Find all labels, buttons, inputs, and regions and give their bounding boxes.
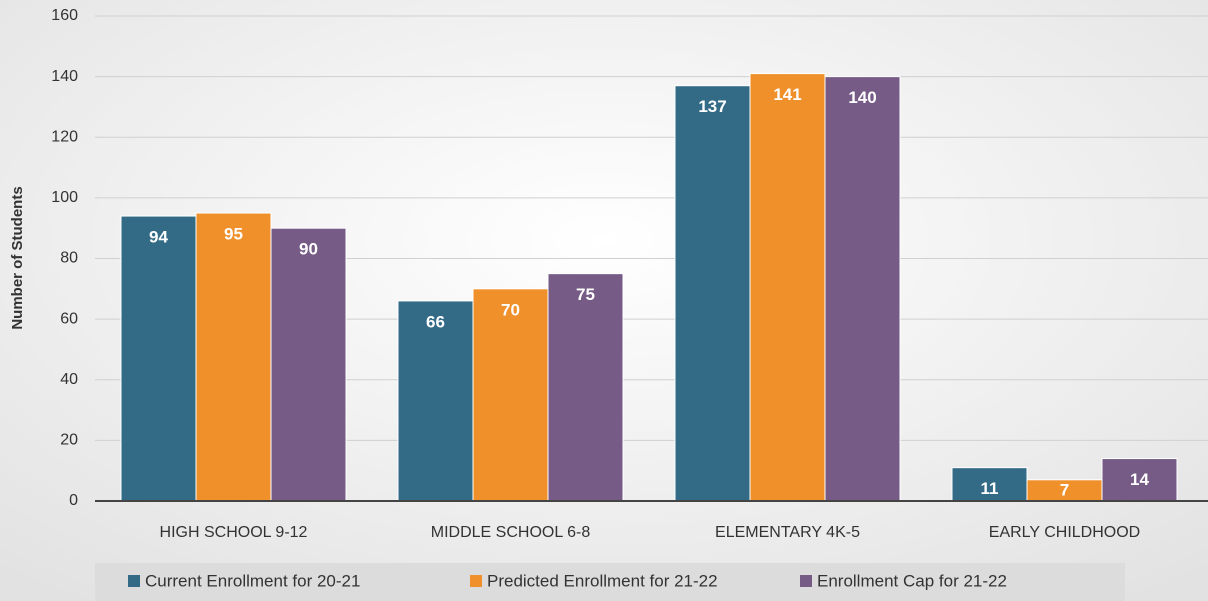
- y-tick-label: 120: [51, 128, 78, 145]
- bar: [749, 73, 826, 502]
- data-label: 70: [501, 300, 520, 319]
- bar: [1101, 458, 1178, 502]
- legend-swatch: [800, 575, 812, 587]
- data-label: 7: [1060, 480, 1069, 499]
- y-tick-label: 160: [51, 7, 78, 24]
- y-tick-label: 100: [51, 189, 78, 206]
- bar: [472, 288, 549, 502]
- legend-label: Enrollment Cap for 21-22: [817, 571, 1007, 590]
- bar: [195, 212, 272, 502]
- x-tick-label: EARLY CHILDHOOD: [989, 524, 1140, 541]
- data-label: 94: [149, 228, 168, 247]
- x-tick-label: MIDDLE SCHOOL 6-8: [431, 524, 591, 541]
- y-tick-label: 60: [60, 310, 78, 327]
- bar: [397, 300, 474, 502]
- data-label: 137: [698, 97, 726, 116]
- y-tick-label: 0: [69, 492, 78, 509]
- data-label: 141: [773, 85, 801, 104]
- data-label: 66: [426, 312, 445, 331]
- bar: [270, 227, 347, 502]
- legend-label: Current Enrollment for 20-21: [145, 571, 360, 590]
- data-label: 11: [981, 479, 999, 498]
- legend-label: Predicted Enrollment for 21-22: [487, 571, 718, 590]
- legend-swatch: [128, 575, 140, 587]
- y-tick-label: 80: [60, 250, 78, 267]
- data-label: 14: [1130, 470, 1149, 489]
- y-tick-label: 140: [51, 68, 78, 85]
- x-tick-label: HIGH SCHOOL 9-12: [160, 524, 308, 541]
- y-tick-label: 20: [60, 432, 78, 449]
- bar: [674, 85, 751, 502]
- legend-swatch: [470, 575, 482, 587]
- bar: [120, 215, 197, 502]
- data-label: 140: [848, 88, 876, 107]
- x-tick-label: ELEMENTARY 4K-5: [715, 524, 860, 541]
- data-label: 90: [299, 240, 318, 259]
- y-axis-label: Number of Students: [9, 186, 26, 329]
- data-label: 75: [576, 285, 595, 304]
- bar: [824, 76, 901, 502]
- bar: [547, 273, 624, 502]
- y-tick-label: 40: [60, 371, 78, 388]
- data-label: 95: [224, 225, 243, 244]
- legend-box: [95, 563, 1125, 601]
